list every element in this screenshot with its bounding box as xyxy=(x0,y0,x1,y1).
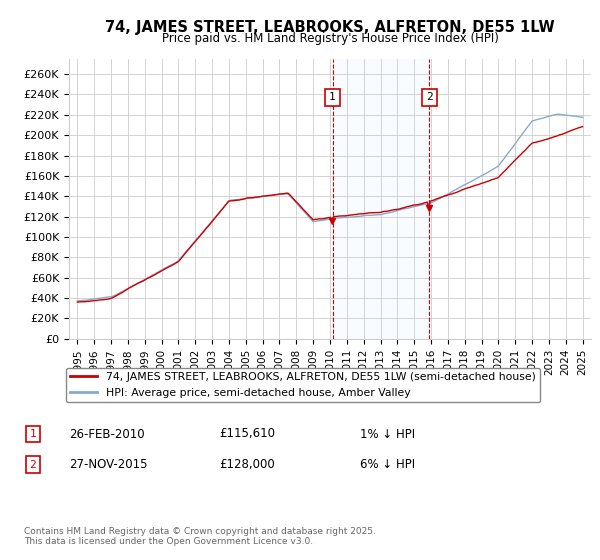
Text: 1% ↓ HPI: 1% ↓ HPI xyxy=(360,427,415,441)
Legend: 74, JAMES STREET, LEABROOKS, ALFRETON, DE55 1LW (semi-detached house), HPI: Aver: 74, JAMES STREET, LEABROOKS, ALFRETON, D… xyxy=(66,368,540,402)
Text: Price paid vs. HM Land Registry's House Price Index (HPI): Price paid vs. HM Land Registry's House … xyxy=(161,32,499,45)
Text: £128,000: £128,000 xyxy=(219,458,275,472)
Text: 2: 2 xyxy=(426,92,433,102)
Text: 6% ↓ HPI: 6% ↓ HPI xyxy=(360,458,415,472)
Text: 1: 1 xyxy=(29,429,37,439)
Text: 74, JAMES STREET, LEABROOKS, ALFRETON, DE55 1LW: 74, JAMES STREET, LEABROOKS, ALFRETON, D… xyxy=(105,20,555,35)
Text: Contains HM Land Registry data © Crown copyright and database right 2025.
This d: Contains HM Land Registry data © Crown c… xyxy=(24,526,376,546)
Text: 1: 1 xyxy=(329,92,336,102)
Text: 2: 2 xyxy=(29,460,37,470)
Text: £115,610: £115,610 xyxy=(219,427,275,441)
Bar xyxy=(332,59,430,339)
Text: 27-NOV-2015: 27-NOV-2015 xyxy=(69,458,148,472)
Text: 26-FEB-2010: 26-FEB-2010 xyxy=(69,427,145,441)
